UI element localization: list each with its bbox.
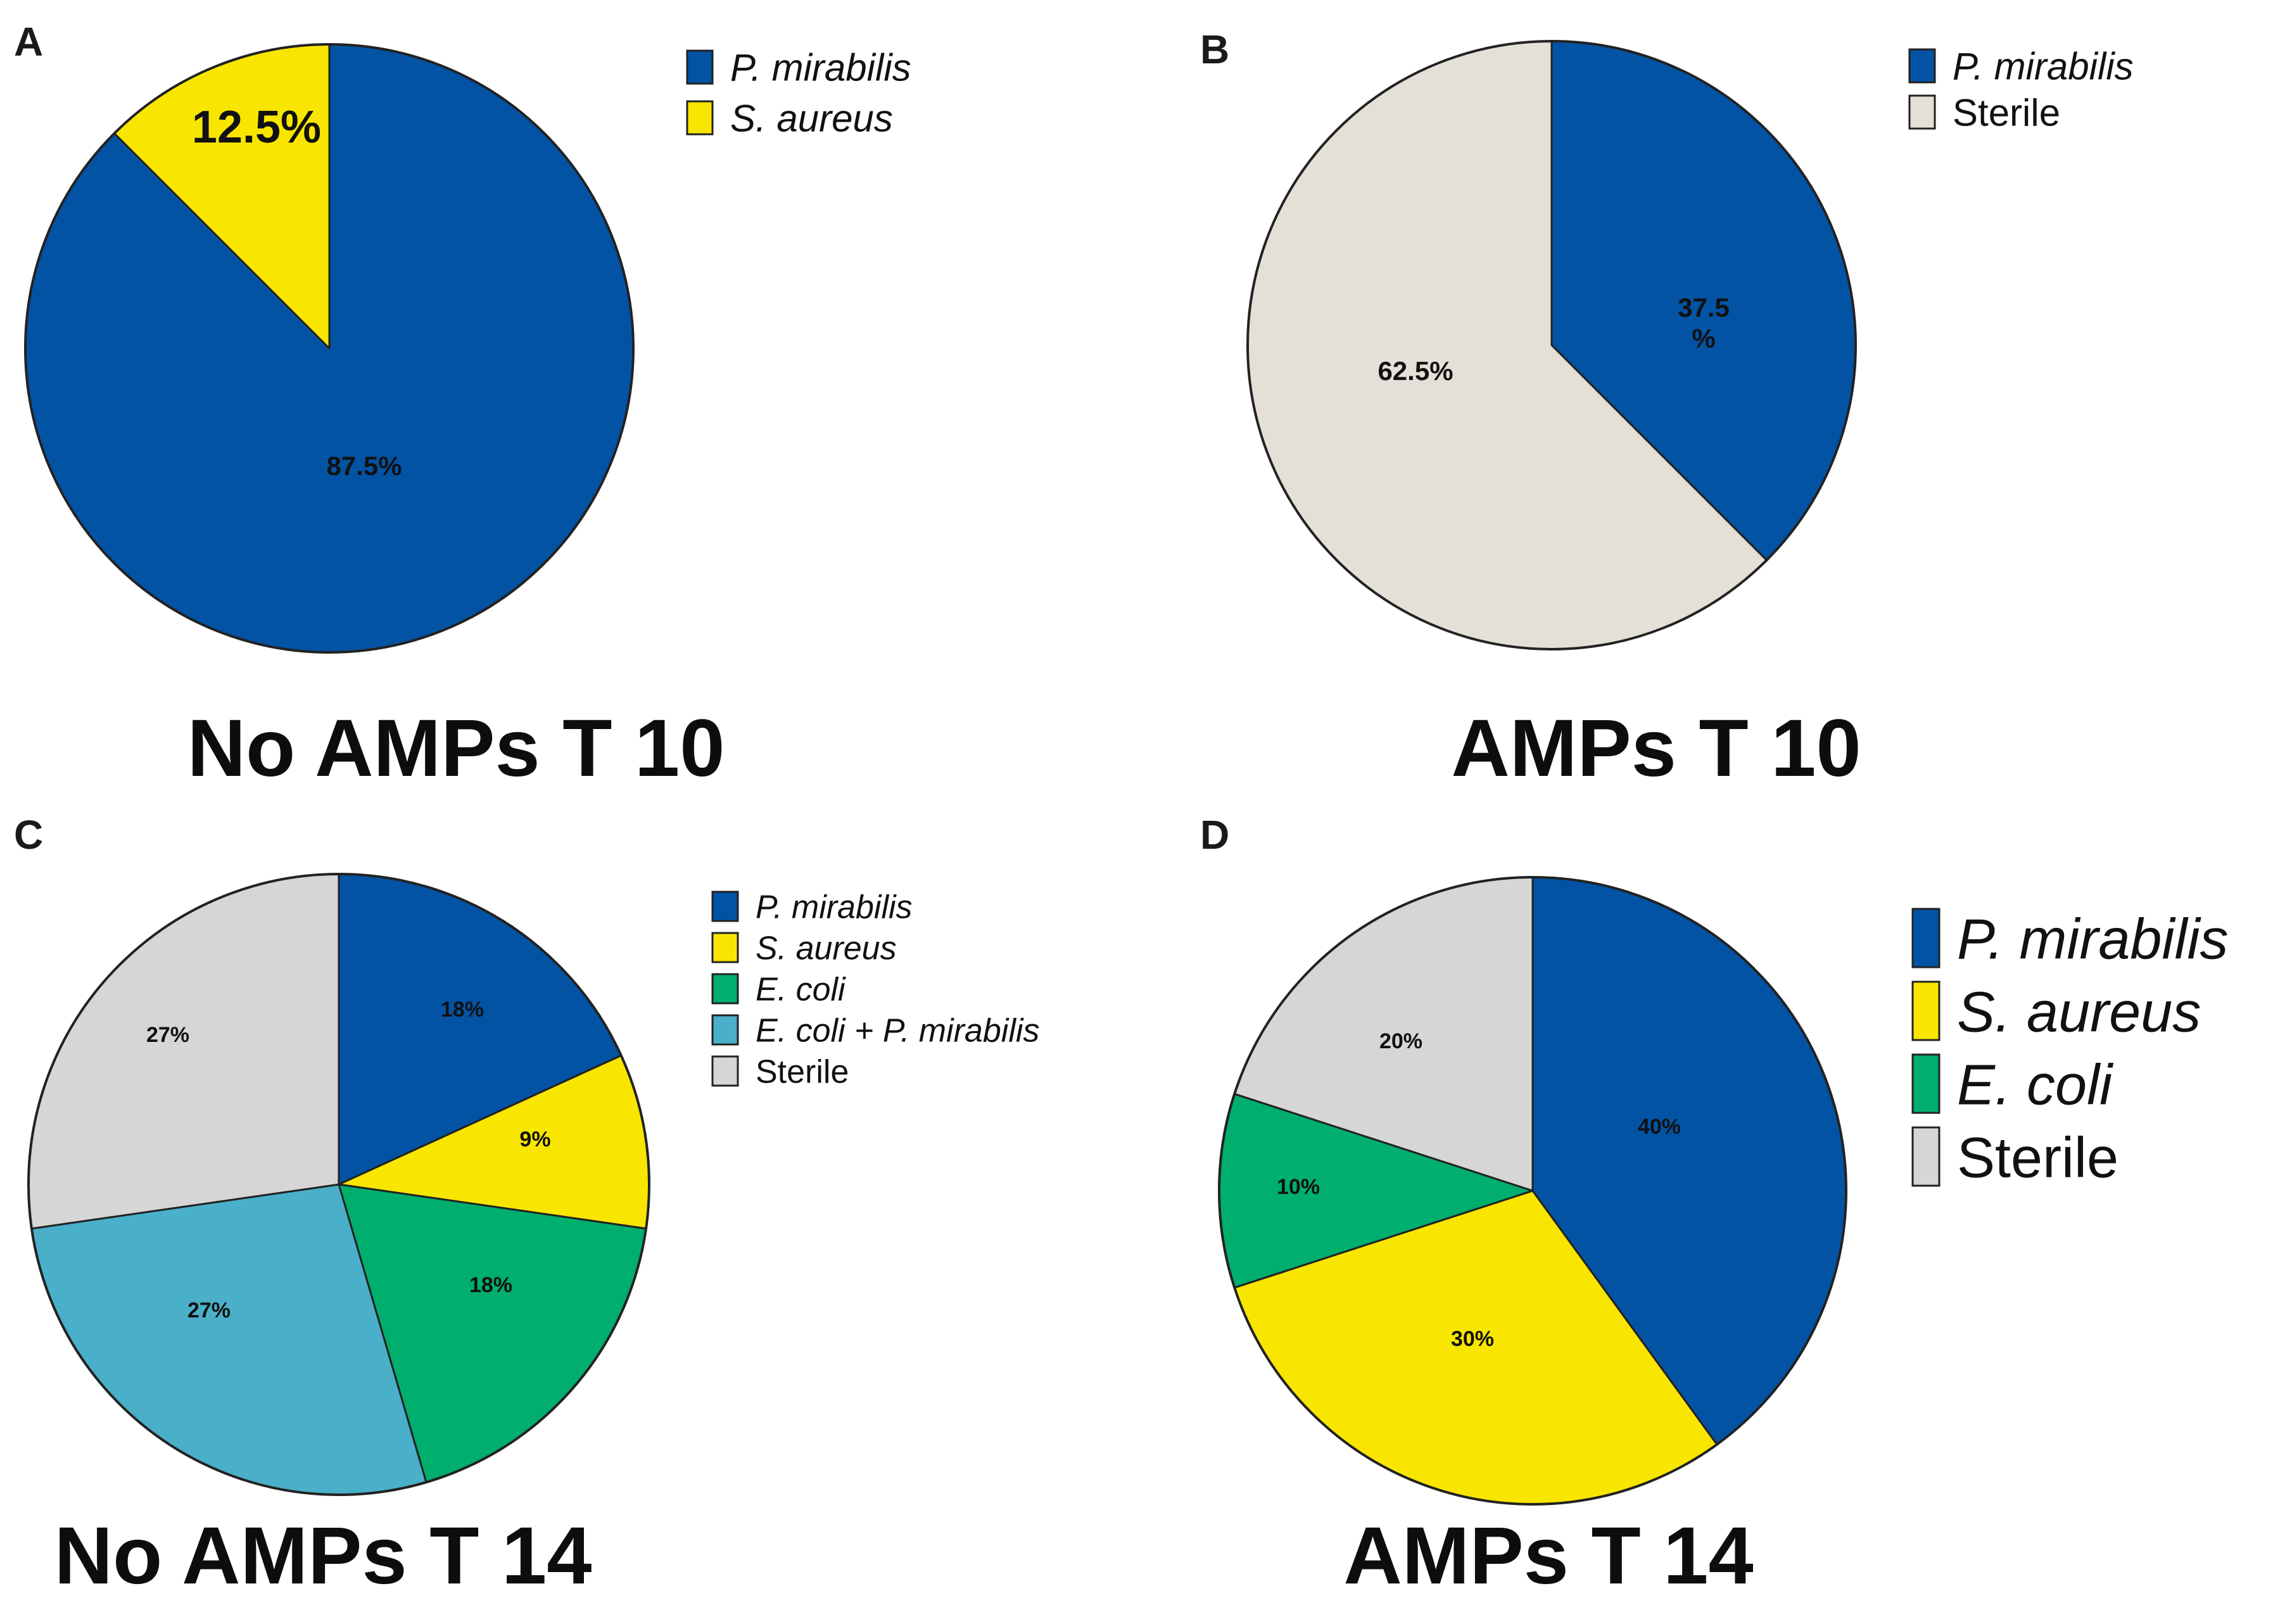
panel-d-legend: P. mirabilis S. aureus E. coli Sterile [1911,908,2228,1189]
panel-c-slice-sterile [27,873,340,1230]
panel-d-title: AMPs T 14 [1343,1511,1753,1601]
panel-d-legend-swatch-e-coli [1911,1053,1941,1114]
panel-d-legend-label-sterile: Sterile [1957,1126,2118,1189]
panel-d-pie-outline [1218,876,1847,1506]
panel-c-pie-outline [27,873,650,1496]
panel-b-label-sterile: 62.5% [1377,356,1453,386]
panel-c-legend-swatch-p-mirabilis [711,891,739,922]
panel-d-legend-swatch-s-aureus [1911,980,1941,1041]
panel-c-legend-label-s-aureus: S. aureus [756,930,897,967]
panel-c-legend-label-sterile: Sterile [756,1054,849,1091]
panel-d-label-e-coli: 10% [1277,1175,1320,1199]
panel-c-legend-swatch-sterile [711,1055,739,1087]
panel-c-legend-swatch-s-aureus [711,932,739,963]
panel-c-label-p-mirabilis: 18% [441,998,484,1022]
panel-d: D 40% 30% 10% 20% P. mirabilis S. aureus E. col… [1200,812,2228,1601]
panel-c-label-s-aureus: 9% [519,1127,550,1151]
panel-b-label-p-mirabilis: 37.5% [1678,293,1730,353]
panel-b-legend-label-p-mirabilis: P. mirabilis [1953,46,2134,88]
panel-d-letter: D [1200,812,1229,858]
panel-c-legend-label-e-coli-p-mirabilis: E. coli + P. mirabilis [756,1013,1039,1050]
panel-c-legend-swatch-e-coli-p-mirabilis [711,1014,739,1046]
panel-a-legend-swatch-p-mirabilis [686,49,714,85]
panel-c-label-e-coli-p-mirabilis: 27% [187,1298,231,1323]
panel-a-legend-swatch-s-aureus [686,100,714,136]
panel-c-label-e-coli: 18% [469,1273,512,1297]
panel-a-pie-outline [24,43,635,654]
panel-d-legend-label-p-mirabilis: P. mirabilis [1957,908,2228,971]
panel-c-legend: P. mirabilis S. aureus E. coli E. coli + P.… [711,889,1039,1091]
panel-d-label-s-aureus: 30% [1451,1327,1494,1351]
panel-d-legend-label-s-aureus: S. aureus [1957,980,2201,1044]
panel-c-legend-swatch-e-coli [711,973,739,1005]
panel-b-legend-swatch-p-mirabilis [1908,48,1936,84]
panel-d-legend-swatch-sterile [1911,1126,1941,1187]
panel-b-legend-swatch-sterile [1908,94,1936,130]
panel-d-legend-swatch-p-mirabilis [1911,908,1941,968]
panel-c-legend-label-p-mirabilis: P. mirabilis [756,889,913,926]
panel-d-label-sterile: 20% [1379,1029,1422,1053]
panel-c-letter: C [14,812,43,858]
panel-a-legend: P. mirabilis S. aureus [686,47,911,140]
panel-b-letter: B [1200,27,1229,72]
panel-b-pie-outline [1246,40,1857,650]
panel-c-legend-label-e-coli: E. coli [756,972,846,1008]
panel-a-legend-label-s-aureus: S. aureus [730,98,893,140]
panel-b-title: AMPs T 10 [1451,703,1861,794]
panel-d-legend-label-e-coli: E. coli [1957,1053,2114,1117]
panel-c-label-sterile: 27% [146,1023,189,1047]
panel-a-label-s-aureus: 12.5% [192,102,321,153]
panel-c-title: No AMPs T 14 [54,1511,592,1601]
panel-c: C 18% 9% 18% 27% 27% P. mirabilis S. aureus E. c… [14,812,1039,1601]
panel-a-label-p-mirabilis: 87.5% [326,451,402,481]
panel-a-letter: A [14,19,43,65]
panel-b-legend-label-sterile: Sterile [1953,92,2060,134]
panel-a: A 87.5% 12.5% P. mirabilis S. aureus No AMPs … [14,19,911,794]
panel-a-legend-label-p-mirabilis: P. mirabilis [730,47,911,89]
panel-a-title: No AMPs T 10 [187,703,725,794]
panel-d-label-p-mirabilis: 40% [1638,1115,1681,1139]
